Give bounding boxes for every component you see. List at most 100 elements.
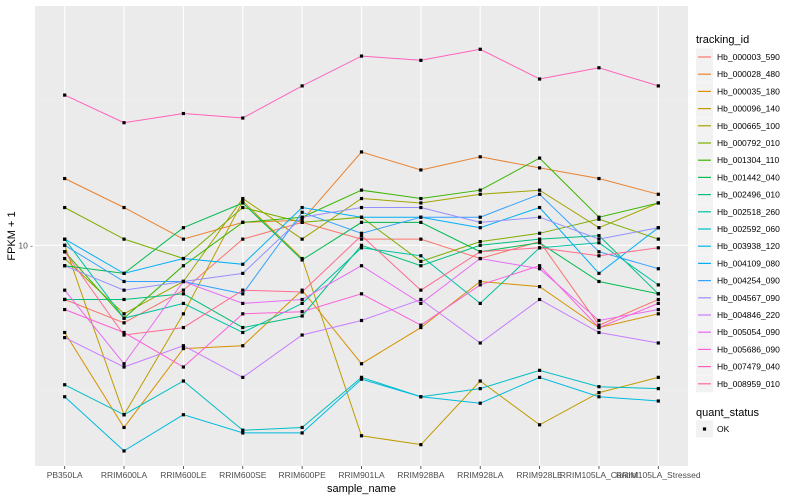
y-tick-label: 10 - (18, 240, 33, 250)
data-point-Hb_000792_010-RRIM928BA (419, 259, 423, 263)
data-point-Hb_000792_010-RRIM600SE (241, 205, 245, 210)
data-point-Hb_000003_590-RRIM105LA_Stressed (656, 297, 660, 302)
data-point-Hb_004846_220-PB350LA (63, 336, 67, 340)
data-point-Hb_000792_010-RRIM928LA (478, 239, 482, 244)
data-point-Hb_002592_060-RRIM105LA_Control (597, 385, 601, 389)
data-point-Hb_004254_090-RRIM901LA (359, 231, 364, 235)
data-point-Hb_002592_060-RRIM901LA (359, 375, 364, 379)
data-point-Hb_005054_090-RRIM928BA (419, 301, 423, 306)
data-point-Hb_002518_260-RRIM928LA (478, 301, 482, 306)
data-point-Hb_000096_140-RRIM600LE (181, 312, 186, 316)
data-point-Hb_007479_040-RRIM600LE (181, 111, 186, 116)
data-point-Hb_004254_090-RRIM928LE (537, 192, 542, 196)
data-point-Hb_004109_080-RRIM901LA (359, 215, 364, 219)
data-point-Hb_000096_140-RRIM901LA (359, 434, 364, 438)
data-point-Hb_004109_080-PB350LA (63, 237, 67, 241)
data-point-Hb_000035_180-RRIM928LA (478, 279, 482, 284)
x-tick-label: RRIM600LA (101, 470, 148, 480)
data-point-Hb_005054_090-RRIM600LE (181, 279, 186, 284)
data-point-Hb_002592_060-RRIM928LA (478, 387, 482, 391)
legend-entries: Hb_000003_590 Hb_000028_480 Hb_000035_180 H… (696, 48, 780, 393)
data-point-Hb_002518_260-RRIM600LA (122, 316, 126, 320)
data-point-Hb_004567_090-PB350LA (63, 264, 67, 268)
data-point-Hb_000096_140-RRIM600SE (241, 199, 245, 203)
data-point-Hb_008959_010-PB350LA (63, 250, 67, 254)
shape-legend-entries: OK (696, 420, 730, 438)
legend-label: Hb_007479_040 (717, 362, 780, 372)
data-point-Hb_000665_100-RRIM928BA (419, 201, 423, 205)
x-tick-label: RRIM901LA (338, 470, 385, 480)
data-point-Hb_001304_110-RRIM901LA (359, 188, 364, 192)
x-tick-label: RRIM600SE (219, 470, 267, 480)
shape-legend-label: OK (717, 424, 730, 434)
data-point-Hb_005686_090-RRIM600PE (300, 310, 304, 314)
data-point-Hb_001442_040-RRIM928BA (419, 220, 423, 224)
shape-legend-key-point (702, 427, 707, 431)
data-point-Hb_005686_090-PB350LA (63, 307, 67, 312)
data-point-Hb_001442_040-RRIM600LE (181, 226, 186, 230)
data-point-Hb_001304_110-RRIM105LA_Stressed (656, 201, 660, 205)
data-point-Hb_004109_080-RRIM600PE (300, 205, 304, 210)
data-point-Hb_002496_010-RRIM600LE (181, 292, 186, 296)
data-point-Hb_002518_260-RRIM105LA_Control (597, 241, 601, 245)
data-point-Hb_000003_590-RRIM600LE (181, 288, 186, 292)
data-point-Hb_004254_090-RRIM600SE (241, 292, 245, 296)
data-point-Hb_008959_010-RRIM600LE (181, 325, 186, 330)
series-points (63, 47, 660, 453)
shape-legend-title: quant_status (696, 407, 759, 419)
data-point-Hb_000028_480-RRIM928BA (419, 168, 423, 172)
data-point-Hb_005054_090-PB350LA (63, 288, 67, 292)
data-point-Hb_000792_010-RRIM105LA_Stressed (656, 237, 660, 241)
data-point-Hb_005686_090-RRIM105LA_Stressed (656, 301, 660, 306)
legend-label: Hb_001442_040 (717, 172, 780, 182)
data-point-Hb_003938_120-RRIM105LA_Stressed (656, 399, 660, 403)
data-point-Hb_000035_180-PB350LA (63, 330, 67, 335)
legend-label: Hb_005054_090 (717, 327, 780, 337)
data-point-Hb_000035_180-RRIM600SE (241, 344, 245, 348)
legend-label: Hb_002592_060 (717, 224, 780, 234)
data-point-Hb_000665_100-RRIM928LA (478, 192, 482, 196)
data-point-Hb_000035_180-RRIM600PE (300, 288, 304, 292)
data-point-Hb_004846_220-RRIM928LA (478, 341, 482, 345)
data-point-Hb_005686_090-RRIM600SE (241, 312, 245, 316)
legend-label: Hb_000035_180 (717, 86, 780, 96)
legend-label: Hb_004567_090 (717, 293, 780, 303)
data-point-Hb_005686_090-RRIM901LA (359, 292, 364, 296)
legend-label: Hb_004846_220 (717, 310, 780, 320)
data-point-Hb_004254_090-RRIM600LA (122, 279, 126, 284)
data-point-Hb_004567_090-RRIM600PE (300, 215, 304, 219)
data-point-Hb_000028_480-RRIM928LA (478, 155, 482, 159)
data-point-Hb_000665_100-RRIM928LE (537, 188, 542, 192)
data-point-Hb_008959_010-RRIM901LA (359, 234, 364, 238)
data-point-Hb_003938_120-RRIM928BA (419, 395, 423, 399)
data-point-Hb_004254_090-RRIM600PE (300, 210, 304, 214)
data-point-Hb_004254_090-RRIM105LA_Stressed (656, 267, 660, 271)
data-point-Hb_004109_080-RRIM928LA (478, 226, 482, 230)
x-axis-title: sample_name (327, 483, 396, 495)
data-point-Hb_005686_090-RRIM928BA (419, 323, 423, 327)
data-point-Hb_000028_480-RRIM105LA_Control (597, 176, 601, 181)
data-point-Hb_005054_090-RRIM928LA (478, 256, 482, 261)
data-point-Hb_004846_220-RRIM600LE (181, 344, 186, 348)
data-point-Hb_001304_110-RRIM928BA (419, 196, 423, 201)
legend-label: Hb_005686_090 (717, 344, 780, 354)
data-point-Hb_002496_010-RRIM928LA (478, 243, 482, 247)
data-point-Hb_007479_040-RRIM928LE (537, 77, 542, 81)
data-point-Hb_005054_090-RRIM105LA_Control (597, 318, 601, 323)
data-point-Hb_002518_260-RRIM600LE (181, 301, 186, 306)
data-point-Hb_007479_040-RRIM928LA (478, 47, 482, 51)
data-point-Hb_000003_590-RRIM600LA (122, 321, 126, 325)
data-point-Hb_000035_180-RRIM105LA_Stressed (656, 312, 660, 316)
legend-title: tracking_id (696, 34, 749, 46)
data-point-Hb_004109_080-RRIM600LA (122, 271, 126, 275)
y-axis-title: FPKM + 1 (6, 211, 18, 260)
data-point-Hb_000792_010-RRIM105LA_Control (597, 217, 601, 221)
x-tick-label: RRIM928BA (397, 470, 445, 480)
data-point-Hb_000096_140-RRIM105LA_Control (597, 391, 601, 395)
x-axis-ticks: PB350LA RRIM600LA RRIM600LE RRIM600SE RRIM60… (47, 466, 701, 480)
data-point-Hb_004254_090-RRIM105LA_Control (597, 250, 601, 254)
data-point-Hb_002496_010-RRIM901LA (359, 243, 364, 247)
data-point-Hb_000035_180-RRIM600LE (181, 346, 186, 351)
data-point-Hb_002496_010-PB350LA (63, 297, 67, 302)
